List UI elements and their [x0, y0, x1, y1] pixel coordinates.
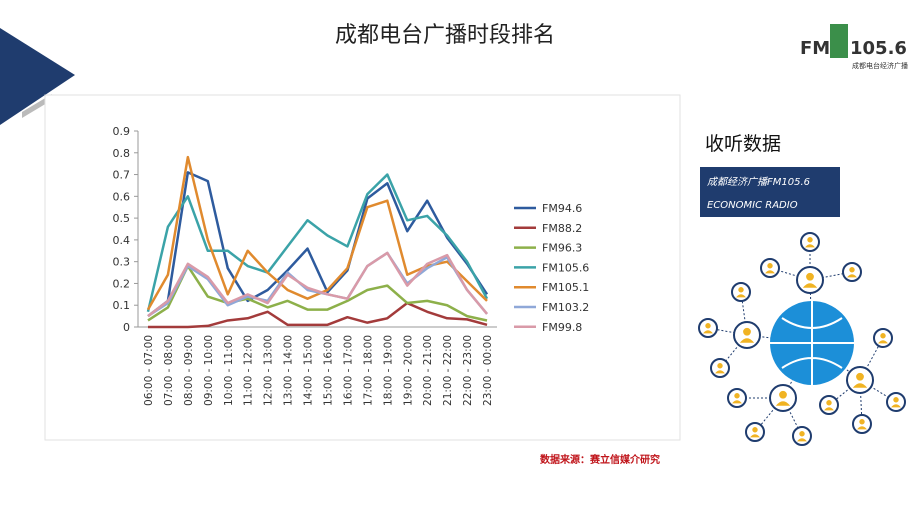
x-tick-label: 14:00 - 15:00 — [303, 335, 315, 406]
person-head — [807, 237, 813, 243]
person-body — [878, 340, 888, 344]
person-body — [739, 338, 755, 343]
connector — [769, 267, 811, 281]
side-box — [700, 167, 840, 217]
y-tick-label: 0.7 — [113, 169, 131, 182]
connector — [719, 334, 748, 369]
connector — [809, 271, 853, 281]
series-line — [147, 264, 488, 322]
logo-number: 105.6 — [850, 38, 907, 59]
x-tick-label: 16:00 - 17:00 — [342, 335, 354, 406]
legend-label: FM94.6 — [542, 202, 582, 215]
x-tick-label: 08:00 - 09:00 — [183, 335, 195, 406]
person-body — [802, 283, 818, 288]
x-tick-label: 12:00 - 13:00 — [263, 335, 275, 406]
y-tick-label: 0.8 — [113, 147, 131, 160]
source: 数据来源：赛立信媒介研究 — [540, 453, 660, 466]
x-tick-label: 21:00 - 22:00 — [442, 335, 454, 406]
decor-triangle — [0, 28, 75, 125]
person-body — [765, 270, 775, 274]
person-head — [849, 267, 855, 273]
series-line — [147, 171, 489, 318]
network-diagram — [698, 232, 906, 446]
person-body — [797, 438, 807, 442]
person-head — [880, 333, 886, 339]
x-tick-label: 19:00 - 20:00 — [402, 335, 414, 406]
person-head — [893, 397, 899, 403]
person-body — [824, 407, 834, 411]
series-line — [146, 173, 489, 313]
x-tick-label: 17:00 - 18:00 — [362, 335, 374, 406]
person-body — [715, 370, 725, 374]
y-tick-label: 0 — [123, 321, 130, 334]
person-head — [767, 263, 773, 269]
person-head — [705, 323, 711, 329]
person-head — [734, 393, 740, 399]
y-tick-label: 0.6 — [113, 190, 131, 203]
person-body — [736, 294, 746, 298]
legend-label: FM88.2 — [542, 222, 582, 235]
person-body — [852, 383, 868, 388]
x-tick-label: 23:00 - 00:00 — [482, 335, 494, 406]
side-box-line2: ECONOMIC RADIO — [707, 200, 798, 211]
connector — [782, 397, 803, 437]
side-heading: 收听数据 — [705, 133, 781, 155]
legend-label: FM105.6 — [542, 261, 589, 274]
x-tick-label: 10:00 - 11:00 — [223, 335, 235, 406]
legend-label: FM103.2 — [542, 301, 589, 314]
x-tick-label: 15:00 - 16:00 — [322, 335, 334, 406]
slide-title: 成都电台广播时段排名 — [335, 23, 555, 48]
person-head — [779, 390, 787, 399]
logo-icon — [830, 24, 848, 58]
legend-label: FM99.8 — [542, 321, 582, 334]
legend-label: FM96.3 — [542, 242, 582, 255]
x-tick-label: 06:00 - 07:00 — [143, 335, 155, 406]
x-tick-label: 11:00 - 12:00 — [243, 335, 255, 406]
person-head — [799, 431, 805, 437]
y-tick-label: 0.4 — [113, 234, 131, 247]
logo-mark: FM — [800, 38, 830, 59]
connector — [859, 379, 897, 403]
x-tick-label: 13:00 - 14:00 — [283, 335, 295, 406]
y-tick-label: 0.1 — [113, 299, 131, 312]
plot: 0 0.1 0.2 0.3 0.4 0.5 0.6 0.7 0.8 0.9 06:00 - 07:0… — [113, 125, 590, 406]
person-head — [752, 427, 758, 433]
x-tick-label: 20:00 - 21:00 — [422, 335, 434, 406]
person-body — [847, 274, 857, 278]
y-tick-label: 0.2 — [113, 277, 131, 290]
person-head — [859, 419, 865, 425]
person-head — [826, 400, 832, 406]
y-tick-label: 0.9 — [113, 125, 131, 138]
x-tick-label: 22:00 - 23:00 — [462, 335, 474, 406]
x-tick-label: 07:00 - 08:00 — [163, 335, 175, 406]
legend-label: FM105.1 — [542, 281, 589, 294]
logo-caption: 成都电台经济广播 — [852, 61, 908, 70]
person-head — [743, 327, 751, 336]
person-body — [857, 426, 867, 430]
series-line — [147, 301, 488, 329]
side-box-line1: 成都经济广播FM105.6 — [707, 176, 810, 188]
person-body — [703, 330, 713, 334]
person-head — [856, 372, 864, 381]
x-tick-label: 09:00 - 10:00 — [203, 335, 215, 406]
chart-frame — [44, 94, 681, 441]
y-tick-label: 0.3 — [113, 256, 131, 269]
x-tick-label: 18:00 - 19:00 — [382, 335, 394, 406]
person-body — [891, 404, 901, 408]
person-body — [805, 244, 815, 248]
y-tick-label: 0.5 — [113, 212, 131, 225]
person-body — [732, 400, 742, 404]
person-body — [750, 434, 760, 438]
series-line — [147, 251, 488, 318]
person-head — [806, 272, 814, 281]
person-body — [775, 401, 791, 406]
person-head — [717, 363, 723, 369]
globe-grid — [770, 301, 854, 385]
person-head — [738, 287, 744, 293]
